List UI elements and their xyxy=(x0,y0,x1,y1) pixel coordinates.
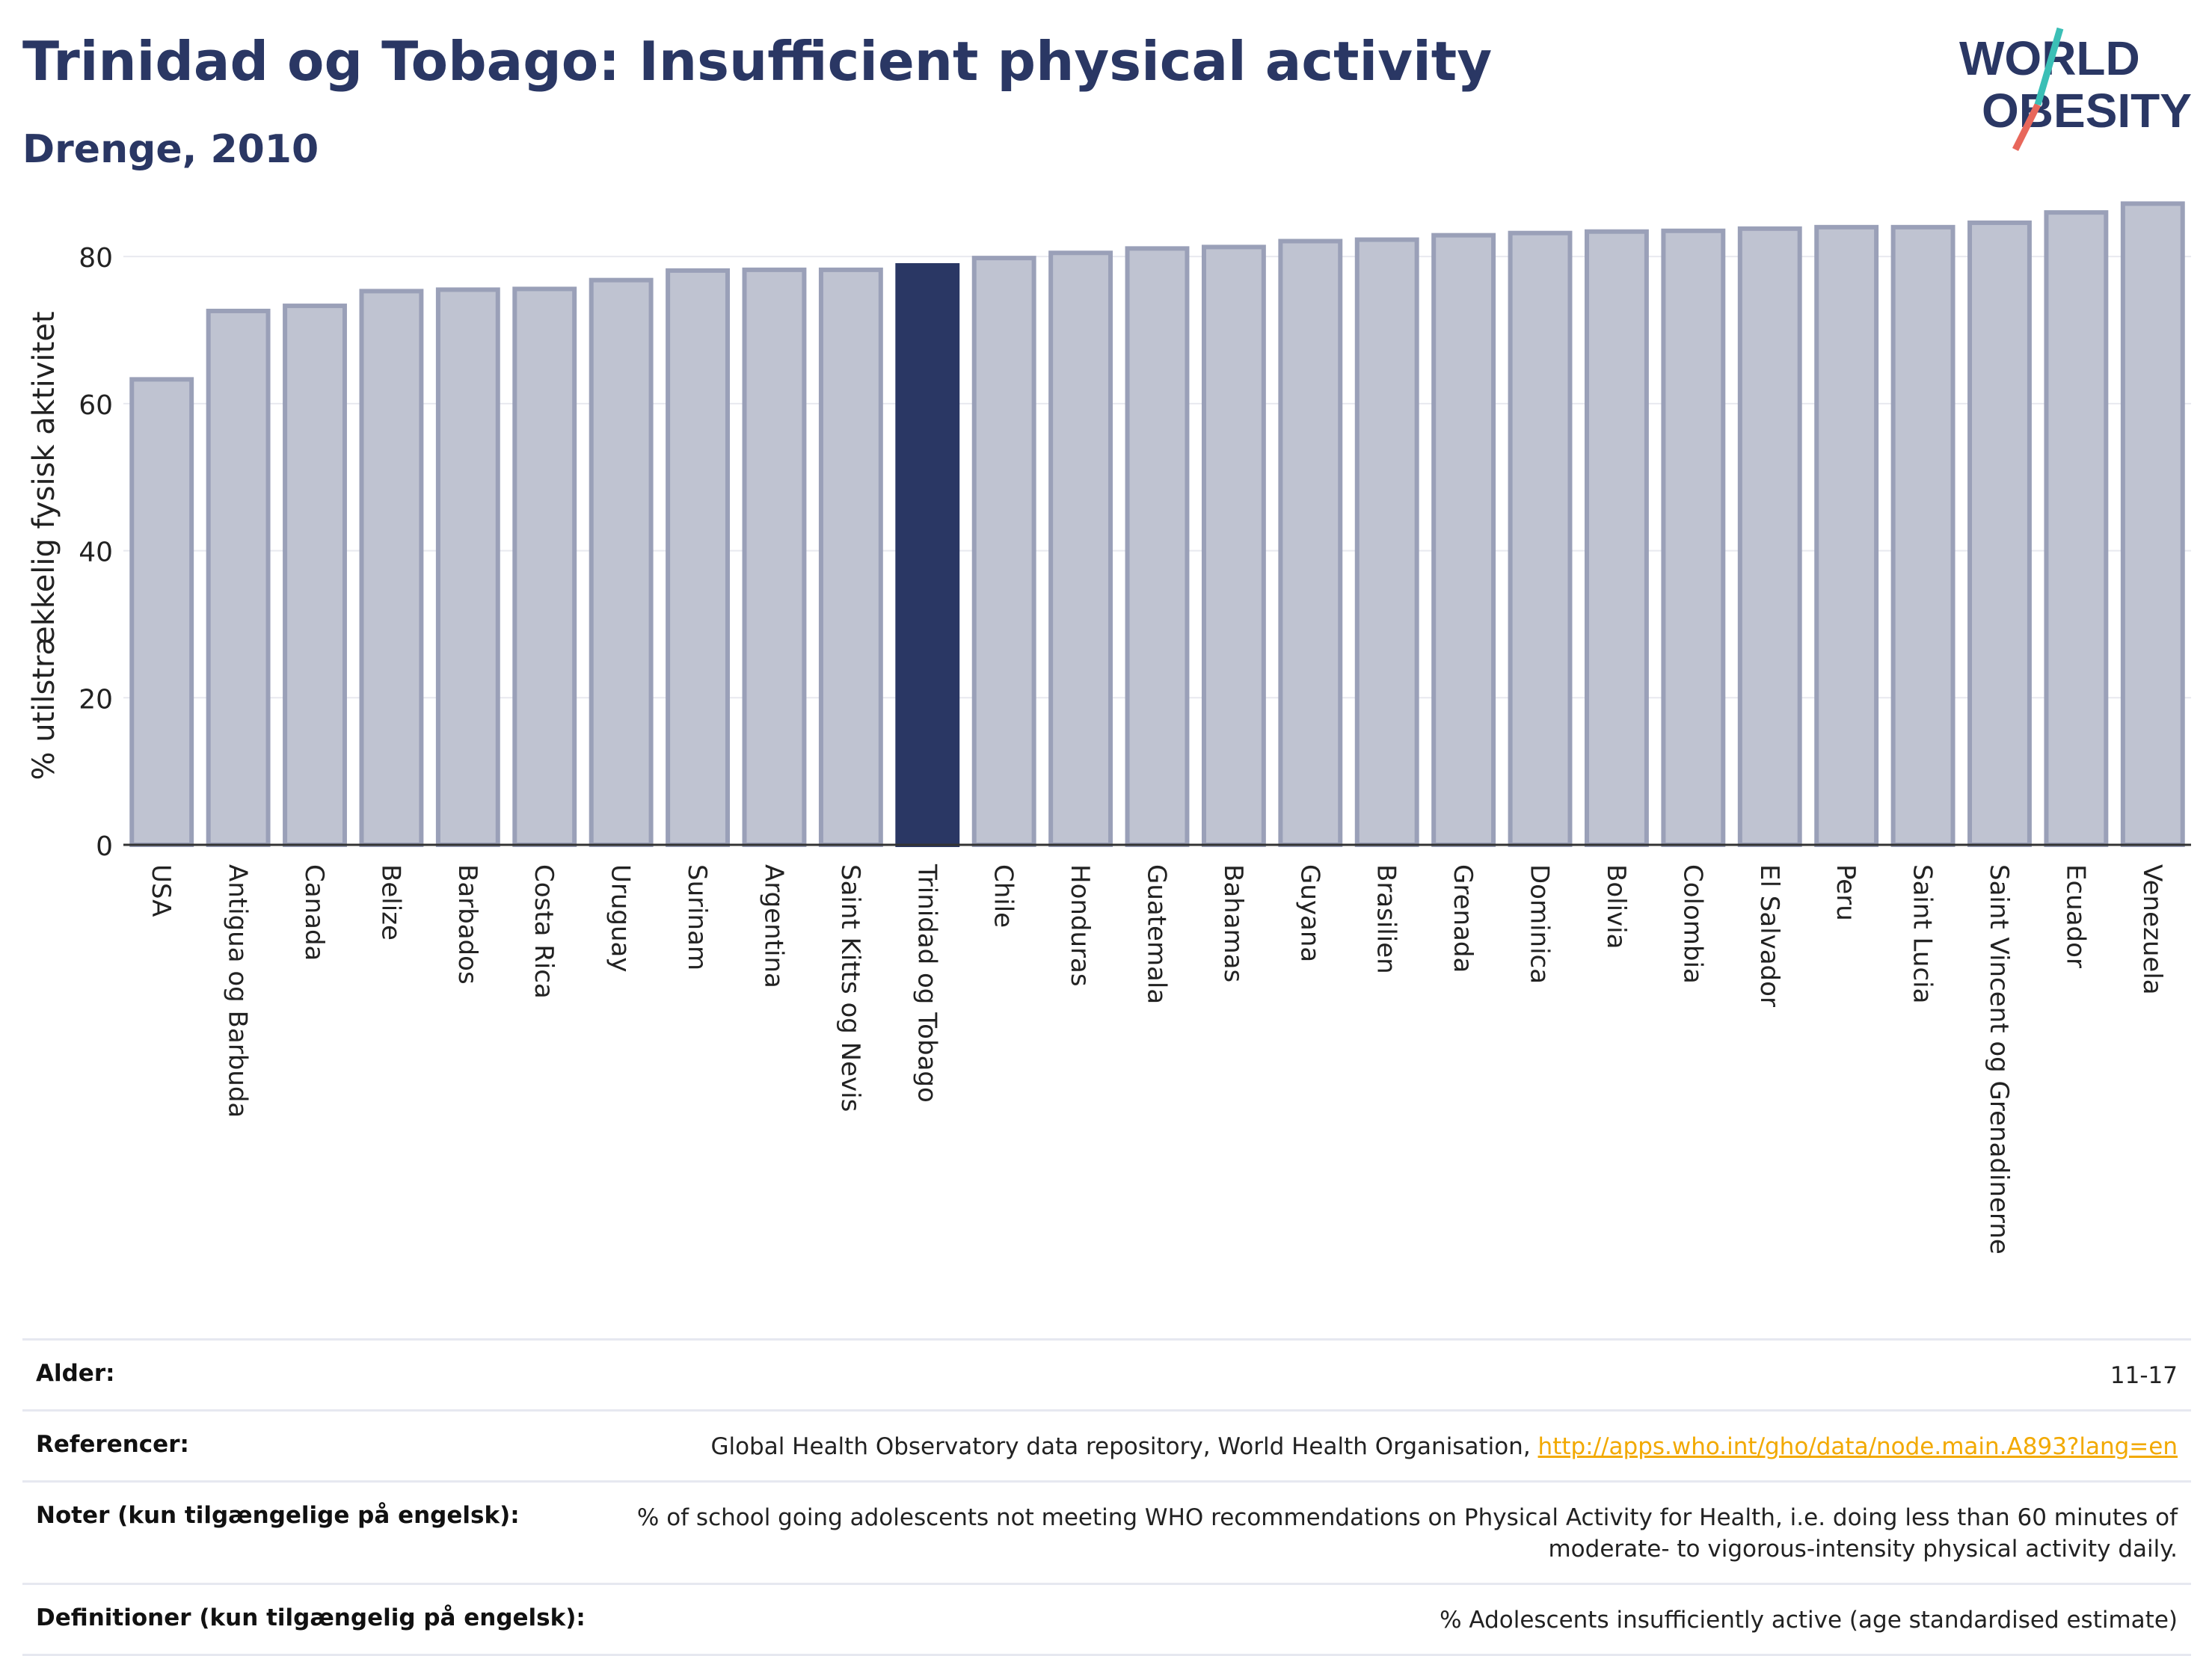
y-tick-label: 80 xyxy=(79,243,113,274)
bar-dominica[interactable] xyxy=(1508,230,1573,847)
y-tick-label: 60 xyxy=(79,390,113,421)
bar-antigua-og-barbuda[interactable] xyxy=(206,308,271,847)
x-tick-label: Brasilien xyxy=(1371,864,1401,974)
x-tick-label: Bahamas xyxy=(1218,864,1248,982)
bar-chart: 0 20 40 60 80 USA Antigua og Barbuda Canada Bel… xyxy=(27,201,2191,1255)
meta-label: Referencer: xyxy=(36,1431,189,1458)
x-tick-label: Grenada xyxy=(1448,864,1478,973)
bar-canada[interactable] xyxy=(283,304,347,847)
bar-peru[interactable] xyxy=(1814,224,1879,848)
x-tick-label: Barbados xyxy=(452,864,482,985)
meta-row: Definitioner (kun tilgængelig på engelsk… xyxy=(22,1583,2191,1656)
chart-subtitle: Drenge, 2010 xyxy=(22,127,319,172)
x-tick-label: Venezuela xyxy=(2137,864,2167,995)
bar-guatemala[interactable] xyxy=(1125,246,1190,847)
bar-el-salvador[interactable] xyxy=(1737,226,1802,847)
chart-title: Trinidad og Tobago: Insufficient physica… xyxy=(22,30,1493,93)
x-tick-labels: USA Antigua og Barbuda Canada Belize Barbado… xyxy=(146,864,2167,1255)
x-tick-label: Chile xyxy=(989,864,1019,928)
meta-value: % Adolescents insufficiently active (age… xyxy=(1440,1607,2178,1634)
x-tick-label: Argentina xyxy=(758,864,788,988)
x-tick-label: Peru xyxy=(1831,864,1861,921)
meta-value: Global Health Observatory data repositor… xyxy=(710,1433,2178,1460)
bar-uruguay[interactable] xyxy=(589,277,654,847)
bar-guyana[interactable] xyxy=(1278,238,1343,847)
logo-slash-red xyxy=(2012,102,2042,152)
bar-argentina[interactable] xyxy=(742,267,807,847)
x-tick-label: Saint Kitts og Nevis xyxy=(835,864,865,1112)
y-axis-label: % utilstrækkelig fysisk aktivitet xyxy=(27,311,61,780)
x-tick-label: Belize xyxy=(375,864,405,941)
x-tick-label: Ecuador xyxy=(2060,864,2090,968)
x-tick-label: El Salvador xyxy=(1754,864,1784,1007)
y-tick-label: 20 xyxy=(79,684,113,715)
bar-chile[interactable] xyxy=(971,256,1036,847)
meta-value: % of school going adolescents not meetin… xyxy=(636,1504,2178,1563)
bar-saint-lucia[interactable] xyxy=(1890,224,1956,848)
logo-line2: OBESITY xyxy=(1982,84,2192,138)
x-tick-label: Antigua og Barbuda xyxy=(223,864,253,1118)
world-obesity-logo: WORLD OBESITY xyxy=(1959,27,2192,152)
bar-costa-rica[interactable] xyxy=(512,286,577,847)
x-tick-label: Costa Rica xyxy=(529,864,559,999)
bars xyxy=(129,201,2185,848)
metadata-table: Alder: 11-17 Referencer: Global Health Obse… xyxy=(22,1338,2191,1656)
meta-value: 11-17 xyxy=(2110,1362,2178,1389)
bar-belize[interactable] xyxy=(359,289,424,847)
bar-trinidad-og-tobago[interactable] xyxy=(895,262,960,847)
x-tick-label: Canada xyxy=(299,864,329,961)
x-tick-label: Bolivia xyxy=(1601,864,1631,949)
reference-link[interactable]: http://apps.who.int/gho/data/node.main.A… xyxy=(1537,1433,2178,1460)
meta-label: Noter (kun tilgængelige på engelsk): xyxy=(36,1502,520,1529)
y-tick-label: 40 xyxy=(79,538,113,568)
x-tick-label: Uruguay xyxy=(606,864,636,973)
bar-grenada[interactable] xyxy=(1431,233,1496,847)
bar-saint-vincent-og-grenadinerne[interactable] xyxy=(1967,220,2032,847)
bar-bahamas[interactable] xyxy=(1201,244,1266,848)
y-tick-labels: 0 20 40 60 80 xyxy=(79,243,113,862)
bar-ecuador[interactable] xyxy=(2044,210,2109,847)
logo-slash-teal xyxy=(2034,27,2064,106)
bar-barbados[interactable] xyxy=(435,287,500,847)
x-tick-label: Surinam xyxy=(682,864,712,970)
meta-label: Definitioner (kun tilgængelig på engelsk… xyxy=(36,1604,586,1631)
y-tick-label: 0 xyxy=(96,831,113,862)
bar-colombia[interactable] xyxy=(1661,228,1726,847)
x-tick-label: Colombia xyxy=(1677,864,1707,984)
x-tick-label: Saint Vincent og Grenadinerne xyxy=(1984,864,2014,1255)
x-tick-label: Dominica xyxy=(1525,864,1555,984)
meta-row: Alder: 11-17 xyxy=(22,1338,2191,1409)
bar-bolivia[interactable] xyxy=(1585,229,1649,848)
x-tick-label: Honduras xyxy=(1065,864,1095,987)
meta-row: Noter (kun tilgængelige på engelsk): % of… xyxy=(22,1480,2191,1583)
x-tick-label: USA xyxy=(146,864,176,917)
bar-brasilien[interactable] xyxy=(1354,237,1419,847)
x-tick-label: Trinidad og Tobago xyxy=(912,864,941,1103)
x-tick-label: Guatemala xyxy=(1142,864,1172,1004)
meta-row: Referencer: Global Health Observatory dat… xyxy=(22,1409,2191,1480)
bar-surinam[interactable] xyxy=(666,268,730,847)
x-tick-label: Guyana xyxy=(1294,864,1324,962)
bar-saint-kitts-og-nevis[interactable] xyxy=(818,267,883,847)
bar-honduras[interactable] xyxy=(1048,250,1113,847)
x-tick-label: Saint Lucia xyxy=(1908,864,1938,1003)
bar-venezuela[interactable] xyxy=(2120,201,2185,847)
bar-usa[interactable] xyxy=(129,377,194,847)
meta-label: Alder: xyxy=(36,1360,115,1387)
